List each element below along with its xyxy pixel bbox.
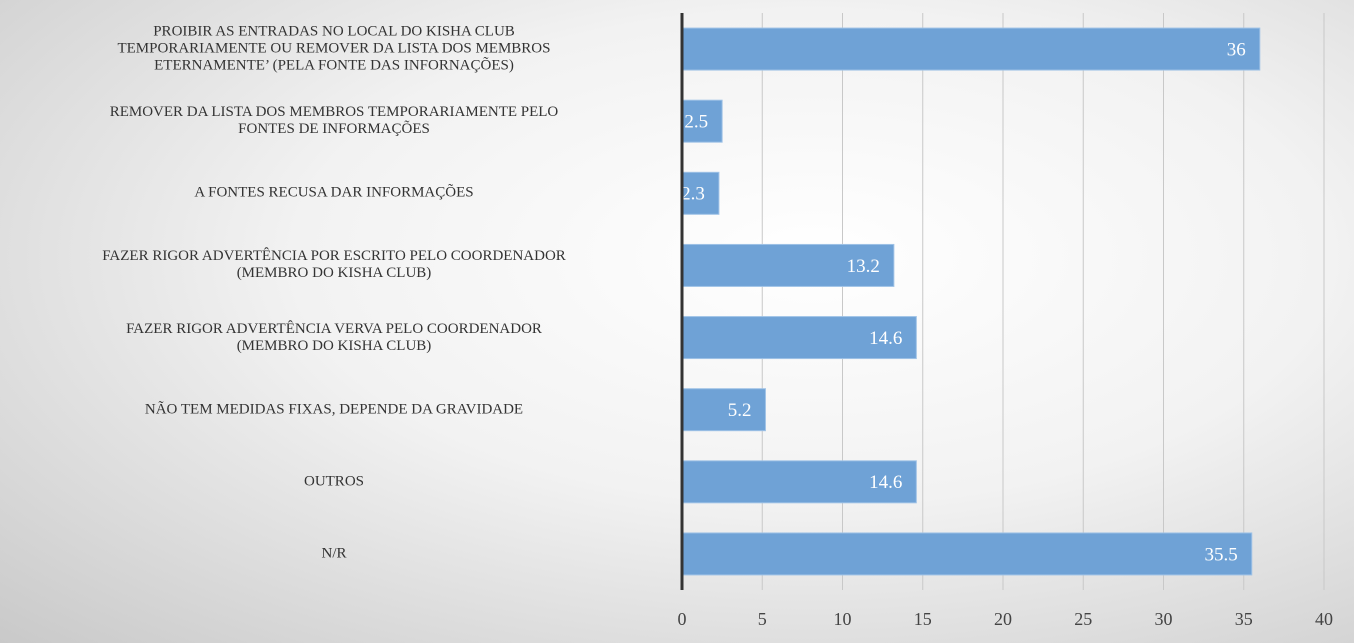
bar [681,532,1253,576]
y-tick-label: N/R [321,545,347,562]
value-label: 2.5 [684,112,708,133]
x-tick-label: 25 [1074,609,1092,629]
y-tick-label: A FONTES RECUSA DAR INFORMAÇÕES [194,184,474,201]
x-tick-label: 5 [758,609,767,629]
bar [681,316,917,360]
value-label: 36 [1227,39,1246,60]
y-tick-label: OUTROS [303,473,364,490]
value-label: 13.2 [847,256,880,277]
x-tick-label: 30 [1155,609,1173,629]
bar [681,460,917,504]
bar [681,388,766,432]
x-tick-label: 35 [1235,609,1253,629]
x-tick-label: 40 [1315,609,1333,629]
value-label: 14.6 [869,472,902,493]
x-tick-label: 0 [678,609,687,629]
bar [681,27,1261,71]
y-tick-label: REMOVER DA LISTA DOS MEMBROS TEMPORARIAM… [109,104,559,138]
y-tick-label: FAZER RIGOR ADVERTÊNCIA VERVA PELO COORD… [126,320,542,354]
y-tick-label: NÃO TEM MEDIDAS FIXAS, DEPENDE DA GRAVID… [144,401,524,418]
y-tick-label: FAZER RIGOR ADVERTÊNCIA POR ESCRITO PELO… [102,248,566,282]
value-label: 14.6 [869,328,902,349]
x-tick-label: 20 [994,609,1012,629]
value-label: 2.3 [681,184,705,205]
bar [681,243,895,287]
x-tick-label: 15 [914,609,932,629]
y-tick-label: PROIBIR AS ENTRADAS NO LOCAL DO KISHA CL… [117,23,551,74]
value-label: 35.5 [1205,544,1238,565]
x-tick-label: 10 [834,609,852,629]
value-label: 5.2 [728,400,752,421]
